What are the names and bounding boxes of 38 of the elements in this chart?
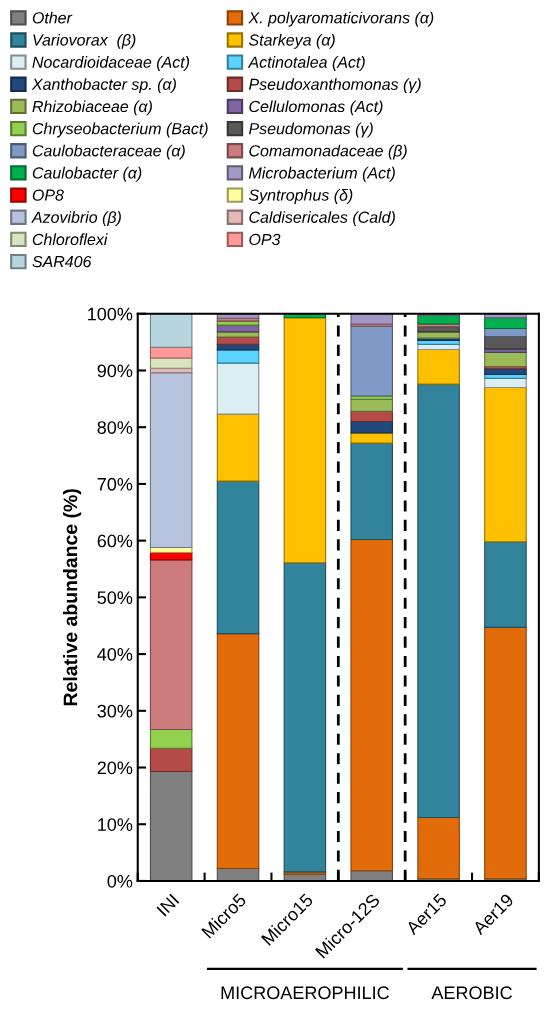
legend-label: OP8 (32, 189, 64, 201)
legend-label: Syntrophus (δ) (248, 189, 353, 204)
y-tick-label: 80% (97, 421, 133, 434)
legend-label: Other (32, 11, 73, 24)
y-tick-label: 70% (97, 477, 133, 491)
y-tick-label: 20% (97, 761, 133, 775)
legend-label: Chloroflexi (32, 233, 108, 246)
y-tick-label: 90% (97, 364, 133, 378)
y-tick-label: 40% (97, 648, 133, 661)
y-axis-title: Relative abundance (%) (63, 489, 82, 706)
legend-label: X. polyaromaticivorans (α) (248, 11, 434, 27)
legend-label: OP3 (249, 233, 281, 246)
y-tick-label: 60% (97, 534, 133, 548)
text: MICROAEROPHILIC (221, 986, 389, 1000)
text: AEROBIC (431, 986, 512, 1000)
y-tick-label: 10% (98, 818, 133, 831)
legend-label: Variovorax (β) (33, 33, 136, 49)
legend-label: Nocardioidaceae (Act) (32, 56, 190, 71)
legend-label: Caulobacter (α) (32, 166, 142, 182)
y-tick-label: 50% (97, 591, 133, 605)
legend-label: Caldisericales (Cald) (249, 211, 395, 227)
legend-label: SAR406 (32, 255, 92, 268)
legend-label: Chryseobacterium (Bact) (32, 122, 208, 138)
legend-label: Pseudomonas (γ) (248, 122, 373, 138)
x-tick-label: INI (156, 893, 180, 917)
legend-label: Actinotalea (Act) (247, 56, 365, 71)
legend-label: Caulobacteraceae (α) (32, 144, 185, 160)
y-tick-label: 30% (97, 704, 133, 718)
legend-label: Rhizobiaceae (α) (32, 100, 152, 116)
legend-label: Microbacterium (Act) (248, 166, 395, 182)
legend-label: Azovibrio (β) (31, 211, 121, 227)
y-tick-label: 0% (107, 874, 133, 888)
y-tick-label: 100% (88, 307, 133, 321)
legend-label: Starkeya (α) (248, 33, 335, 49)
legend-label: Pseudoxanthomonas (γ) (248, 78, 421, 94)
legend-label: Comamonadaceae (β) (249, 144, 407, 160)
legend-label: Cellulomonas (Act) (249, 100, 383, 116)
legend-label: Xanthobacter sp. (α) (31, 78, 176, 94)
